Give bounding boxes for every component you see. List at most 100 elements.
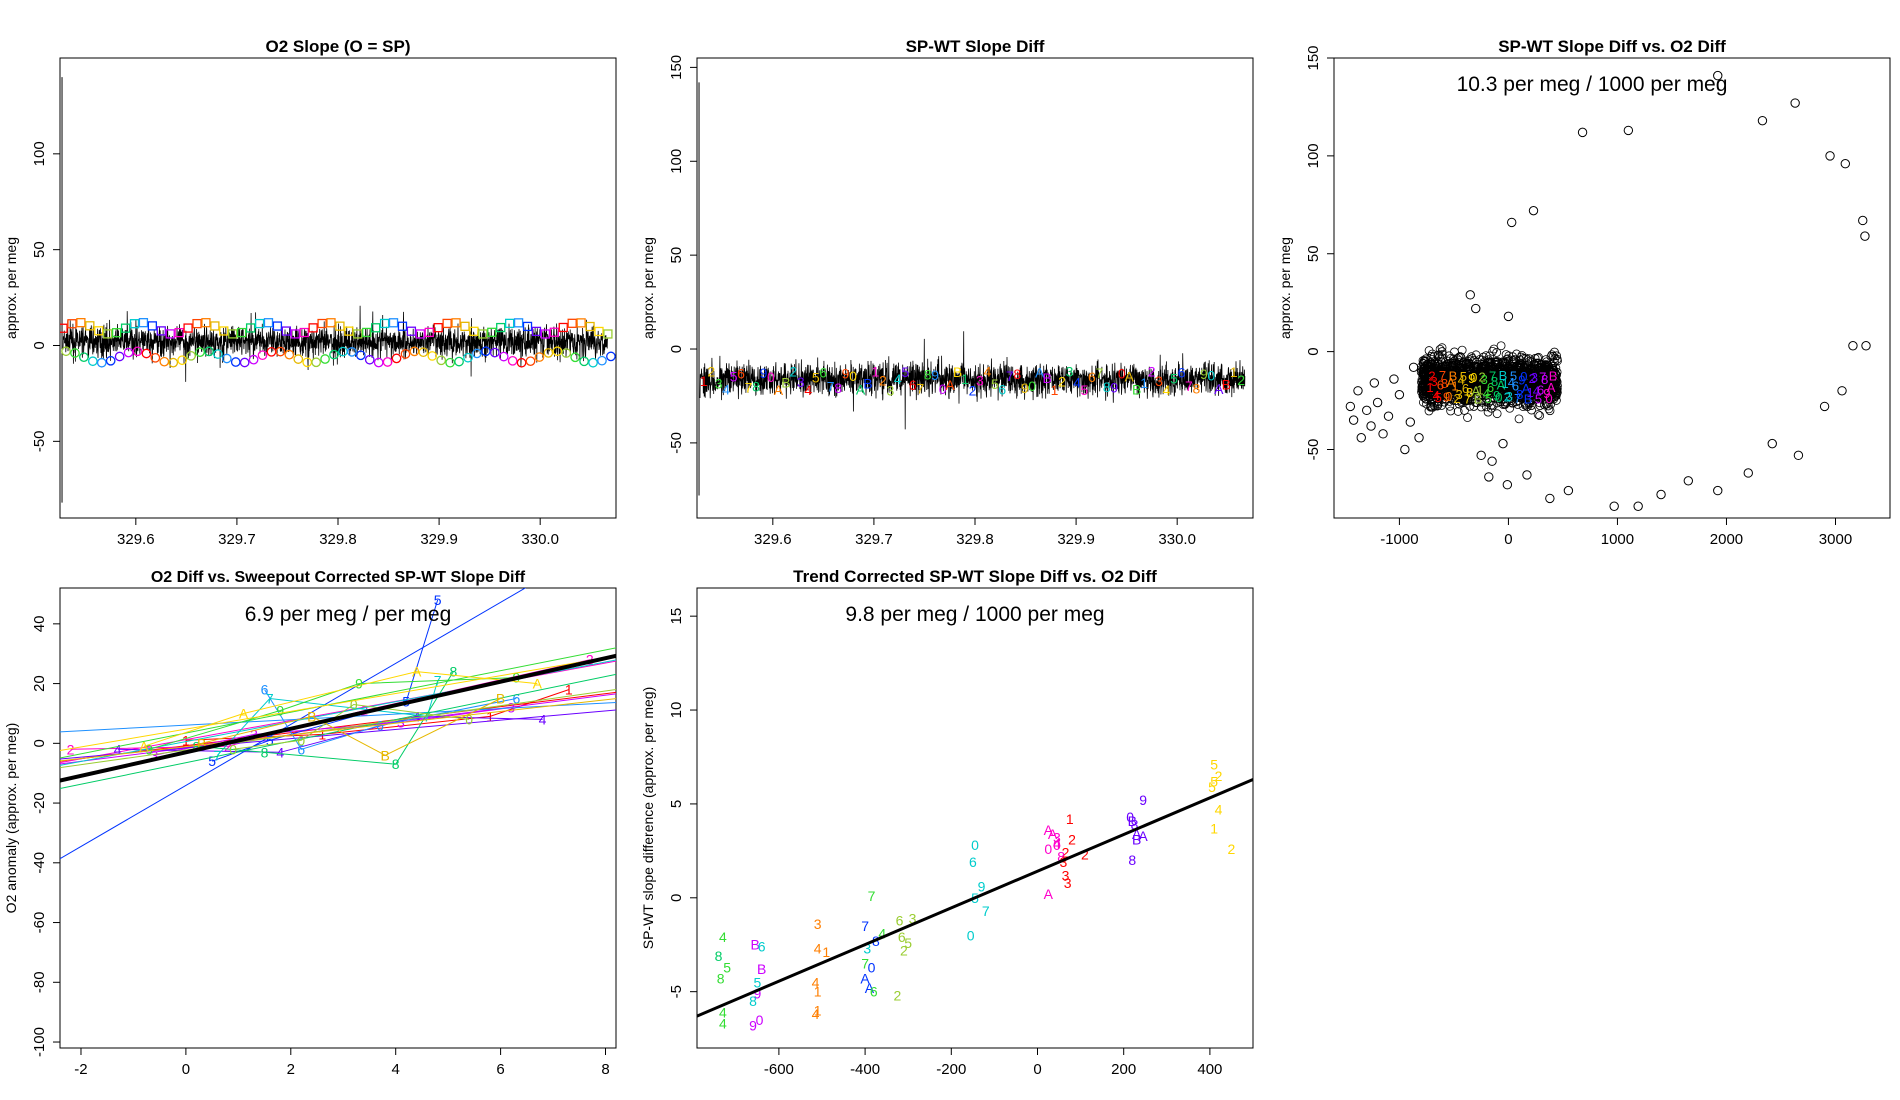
series-point-label: 3	[250, 726, 258, 742]
plot-frame	[1333, 57, 1891, 519]
cluster-point	[1437, 343, 1447, 353]
square-marker	[469, 326, 479, 336]
cluster-point	[1497, 376, 1507, 385]
outlier-point	[1378, 429, 1388, 439]
outlier-point	[1408, 362, 1419, 372]
labeled-point: 9	[1139, 792, 1147, 808]
cluster-point	[1417, 381, 1427, 391]
colored-label: 3	[1456, 387, 1463, 402]
labeled-point: 0	[868, 959, 876, 975]
square-marker	[228, 329, 238, 339]
circle-marker	[132, 346, 143, 357]
digit-label: 2	[789, 364, 797, 380]
square-marker	[388, 318, 399, 328]
digit-label: 8	[1013, 366, 1021, 382]
x-tick-label: 4	[392, 1061, 400, 1078]
y-tick-label: -50	[31, 430, 48, 452]
square-marker	[496, 322, 506, 333]
square-marker	[192, 318, 202, 329]
square-marker	[379, 318, 390, 329]
circle-marker	[177, 355, 188, 366]
square-marker	[156, 326, 166, 336]
series-point-label: A	[139, 738, 149, 754]
labeled-point: 8	[1128, 852, 1136, 868]
x-tick-label: 329.6	[754, 531, 792, 548]
cluster-point	[1546, 366, 1556, 376]
colored-label: 7	[1514, 391, 1521, 406]
cluster-point	[1434, 381, 1444, 391]
cluster-point	[1455, 352, 1465, 361]
labeled-point: 6	[870, 984, 878, 1000]
labeled-point: 4	[878, 925, 886, 941]
noise-trace	[699, 331, 1246, 430]
circle-marker	[597, 355, 607, 366]
y-axis: -50 0 50 100 150	[668, 55, 697, 454]
plot-area: 1111222233334444555566667777888899990000…	[60, 588, 616, 860]
circle-marker	[311, 357, 321, 368]
cluster-point	[1546, 399, 1556, 409]
digit-label: 8	[752, 379, 760, 395]
circle-marker	[221, 353, 232, 364]
square-marker	[603, 329, 613, 339]
x-tick-label: 0	[182, 1061, 190, 1078]
digit-label: 2	[969, 382, 977, 398]
circle-marker	[543, 348, 554, 358]
labeled-point: 2	[1081, 847, 1089, 863]
outlier-point	[1383, 411, 1394, 421]
digit-label: 1	[1140, 375, 1148, 391]
cluster-point	[1521, 384, 1531, 394]
cluster-point	[1419, 359, 1429, 369]
square-marker	[576, 318, 586, 328]
cluster-point	[1498, 358, 1508, 367]
outlier-point	[1348, 415, 1359, 425]
labeled-point: A	[1138, 828, 1148, 844]
cluster-point	[1553, 356, 1562, 366]
digit-label: A	[945, 377, 955, 393]
labeled-point: 9	[753, 986, 761, 1002]
cluster-point	[1461, 362, 1471, 372]
y-axis-label: approx. per meg	[640, 237, 656, 339]
circle-marker	[239, 357, 250, 368]
series-point-label: 6	[512, 691, 520, 707]
cluster-point	[1437, 349, 1447, 359]
digit-label: 3	[976, 372, 984, 388]
circle-marker	[561, 348, 572, 358]
digit-label: B	[1222, 376, 1231, 392]
square-marker	[299, 327, 309, 338]
square-marker	[111, 328, 122, 338]
labeled-point: 2	[1228, 841, 1236, 857]
series-point-label: B	[381, 747, 390, 763]
square-marker	[120, 323, 131, 333]
cluster-point	[1512, 349, 1521, 359]
colored-label: 3	[1531, 370, 1538, 385]
series-point-label: 5	[434, 592, 442, 608]
series-point-label: 8	[449, 664, 457, 680]
colored-label: 5	[1510, 368, 1517, 383]
labeled-point: 6	[896, 912, 904, 928]
y-tick-label: 15	[668, 608, 685, 625]
cluster-point	[1417, 387, 1426, 397]
digit-label: 2	[707, 364, 715, 380]
cluster-point	[1424, 346, 1434, 355]
cluster-point	[1467, 352, 1476, 362]
outlier-point	[1860, 231, 1870, 241]
series-point-label: 0	[229, 741, 237, 757]
cluster-point	[1464, 355, 1474, 365]
cluster-point	[1477, 359, 1487, 369]
digit-label: A	[856, 381, 866, 397]
digit-label: A	[1214, 381, 1224, 397]
digit-label: 7	[916, 381, 924, 397]
outlier-point	[1767, 438, 1777, 449]
y-tick-label: 50	[668, 247, 685, 264]
labeled-point: 3	[1062, 867, 1070, 883]
labeled-point: 4	[812, 1006, 820, 1022]
digit-label: B	[863, 376, 872, 392]
cluster-point	[1518, 387, 1528, 397]
colored-label: 2	[1428, 369, 1435, 384]
square-marker	[540, 329, 551, 339]
series-point-label: 4	[114, 741, 122, 757]
plot-frame	[59, 587, 617, 1049]
noise-trace	[62, 305, 609, 382]
labeled-point: 0	[967, 927, 975, 943]
digit-label: 4	[804, 382, 812, 398]
